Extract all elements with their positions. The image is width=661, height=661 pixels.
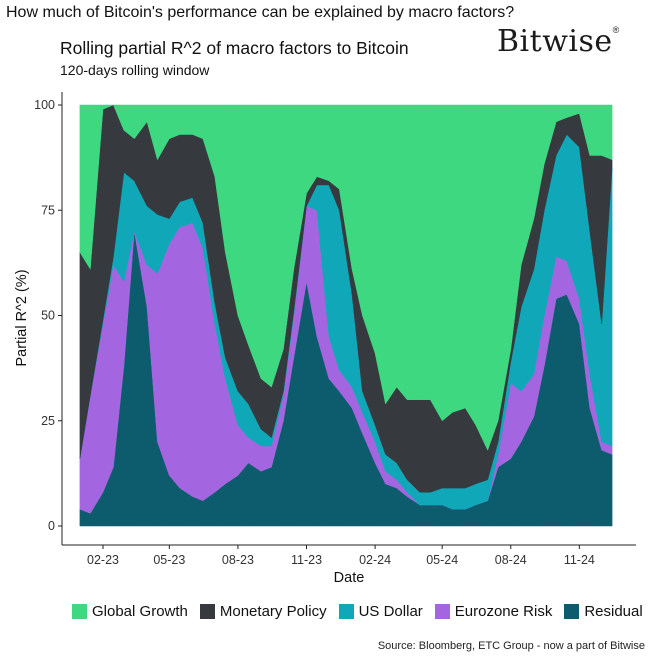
legend-swatch [434,604,450,619]
brand-name: Bitwise [497,24,613,59]
legend-swatch [199,604,215,619]
legend-swatch [72,604,87,619]
x-tick-label: 08-23 [222,553,254,567]
legend-swatch [564,604,580,619]
chart-title: Rolling partial R^2 of macro factors to … [60,38,409,58]
y-tick-label: 100 [34,98,55,112]
legend-swatch [338,604,354,619]
x-tick-label: 08-24 [495,553,527,567]
bitwise-logo: Bitwise® [497,24,620,59]
legend-item-eurozone-risk: Eurozone Risk [434,603,553,620]
legend-item-global-growth: Global Growth [72,603,188,620]
x-tick-label: 11-24 [564,553,595,567]
chart-legend: Global Growth Monetary Policy US Dollar Eur… [72,603,655,620]
y-tick-label: 0 [48,519,55,533]
y-axis-title: Partial R^2 (%) [14,269,30,366]
legend-label: Eurozone Risk [454,603,553,620]
legend-item-residual: Residual [564,603,643,620]
chart-subtitle: 120-days rolling window [60,62,210,78]
legend-label: Monetary Policy [219,603,327,620]
y-tick-label: 25 [41,414,55,428]
legend-item-us-dollar: US Dollar [338,603,423,620]
x-tick-label: 11-23 [291,553,322,567]
y-tick-label: 50 [41,309,55,323]
chart-question: How much of Bitcoin's performance can be… [6,4,515,21]
registered-mark: ® [612,25,620,35]
legend-label: Residual [584,603,643,620]
legend-label: Global Growth [92,603,188,620]
source-note: Source: Bloomberg, ETC Group - now a par… [377,640,645,652]
x-tick-label: 05-24 [426,553,458,567]
area-global-growth [79,104,613,451]
x-tick-label: 02-24 [359,553,391,567]
x-tick-label: 05-23 [153,553,185,567]
legend-label: US Dollar [358,603,423,620]
x-axis-title: Date [334,570,365,586]
y-tick-label: 75 [41,203,55,217]
legend-item-monetary-policy: Monetary Policy [199,603,327,620]
x-tick-label: 02-23 [87,553,119,567]
